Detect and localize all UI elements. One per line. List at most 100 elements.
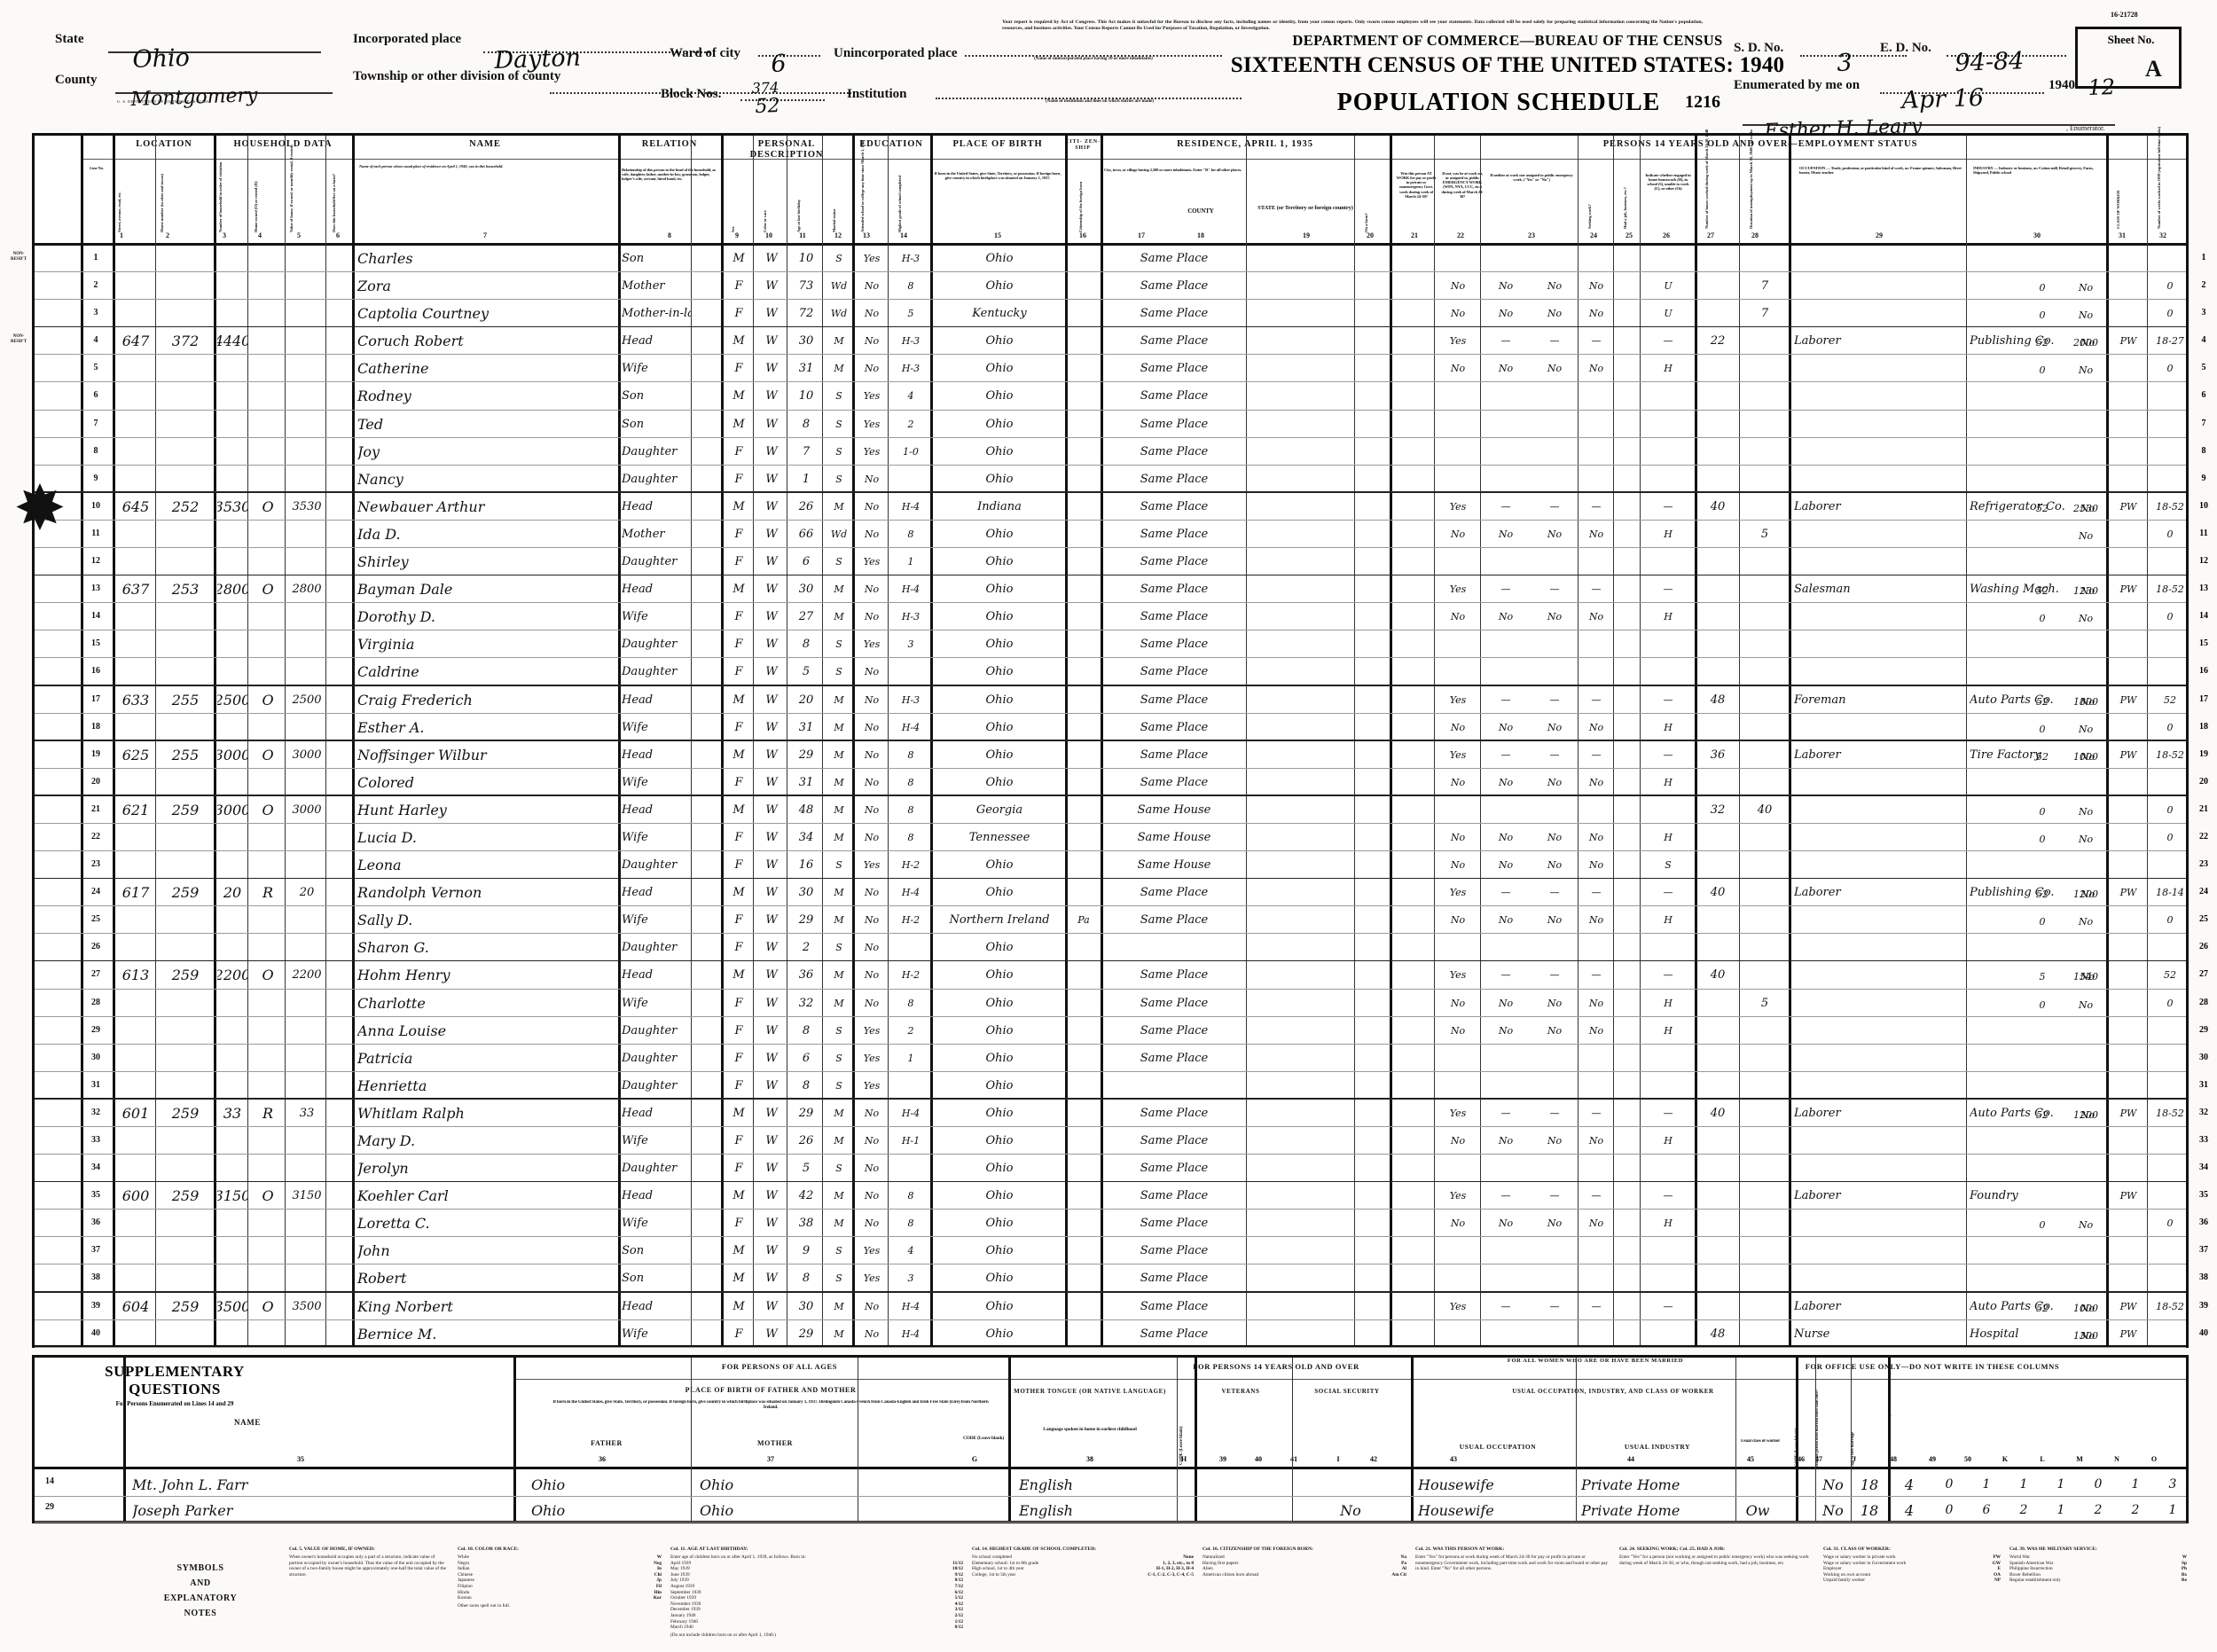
note-pair: Philippine Insurrection Ph [2009,1566,2187,1572]
cell-marital: S [835,1245,842,1257]
cell-birth: Northern Ireland [949,913,1050,928]
cell-hh: 3530 [217,497,247,515]
table-row[interactable]: 28 28 Charlotte Wife F W 32 M No 8 Ohio Same Place N… [35,990,2208,1017]
table-row[interactable]: 32 32 601 259 33 R 33 Whitlam Ralph Head M W 29 M No H… [35,1100,2208,1127]
cell-sch: Yes [863,253,881,264]
table-row[interactable]: 7 7 Ted Son M W 8 S Yes 2 Ohio Same Place [35,411,2206,438]
cell-birth: Ohio [985,748,1014,762]
township-label: Township or other division of county [353,69,561,83]
cell-age: 2 [802,941,811,955]
cell-street: 633 [121,691,150,709]
cell-seek: No [1547,1024,1563,1037]
supp-header-usual-group: USUAL OCCUPATION, INDUSTRY, AND CLASS OF… [1512,1388,1714,1395]
note-pair-label: November 1939 [670,1601,701,1607]
table-row[interactable]: 36 36 Loretta C. Wife F W 38 M No 8 Ohio Same Place… [35,1210,2208,1238]
table-row[interactable]: 6 6 Rodney Son M W 10 S Yes 4 Ohio Same Place [35,382,2206,411]
table-row[interactable]: 13 13 637 253 2800 O 2800 Bayman Dale Head M W 30 M N… [35,575,2208,604]
cell-sex: F [734,775,743,789]
supplementary-row[interactable]: 29 Joseph Parker Ohio Ohio English No Housewif… [35,1497,2186,1523]
table-row[interactable]: 10 10 645 252 3530 O 3530 Newbauer Arthur Head M W… [35,493,2208,521]
cell-name: John [357,1242,390,1260]
cell-street: 645 [121,497,150,515]
cell-atwork: Yes [1449,500,1467,513]
table-row[interactable]: 26 26 Sharon G. Daughter F W 2 S No Ohio [35,934,2208,962]
note-block: Col. 39. WAS HE MILITARY SERVICE: World W… [2009,1546,2187,1584]
table-row[interactable]: 40 40 Bernice M. Wife F W 29 M No H-4 Ohio Same Pla… [35,1320,2208,1348]
table-row[interactable]: 4 4 647 372 4440 Coruch Robert Head M W 30 M No H-3 O… [35,327,2206,356]
cell-wages: 0 [2039,282,2046,294]
table-row[interactable]: 19 19 625 255 3000 O 3000 Noffsinger Wilbur Head… [35,741,2208,769]
table-row[interactable]: 30 30 Patricia Daughter F W 6 S Yes 1 Ohio Same Pla… [35,1045,2208,1072]
row-divider [35,271,2186,273]
table-row[interactable]: 38 38 Robert Son M W 8 S Yes 3 Ohio Same Place [35,1264,2208,1293]
table-row[interactable]: 37 37 John Son M W 9 S Yes 4 Ohio Same Place [35,1237,2208,1265]
cell-sch: No [864,803,880,816]
supp-rule-marriage [1815,1358,1816,1521]
cell-wages: 52 [2036,337,2049,349]
table-row[interactable]: 35 35 600 259 3150 O 3150 Koehler Carl Head M W 42 M… [35,1182,2208,1210]
cell-seek: No [1547,528,1563,540]
cell-seek: — [1549,335,1560,348]
colnum-22: 22 [1457,231,1464,239]
table-row[interactable]: 31 31 Henrietta Daughter F W 8 S Yes Ohio [35,1072,2208,1100]
table-row[interactable]: 5 5 Catherine Wife F W 31 M No H-3 Ohio Same Place N… [35,355,2206,383]
cell-own: R [262,884,274,902]
table-row[interactable]: 22 22 Lucia D. Wife F W 34 M No 8 Tennessee Same Ho… [35,824,2208,852]
cell-name: Zora [357,278,391,295]
table-row[interactable]: 11 11 Ida D. Mother F W 66 Wd No 8 Ohio Same Place N… [35,521,2208,549]
row-divider [35,877,2186,880]
table-row[interactable]: 21 21 621 259 3000 O 3000 Hunt Harley Head M W 48 M N… [35,796,2208,824]
cell-sch: No [864,1327,880,1340]
cell-emerg: No [1498,611,1514,623]
table-row[interactable]: 18 18 Esther A. Wife F W 31 M No H-4 Ohio Same Plac… [35,714,2208,741]
cell-marital: S [835,638,842,651]
table-row[interactable]: 20 20 Colored Wife F W 31 M No 8 Ohio Same Place No N… [35,769,2208,796]
supplementary-row[interactable]: 14 Mt. John L. Farr Ohio Ohio English Housewi… [35,1471,2186,1497]
row-line-number-right: 23 [2199,859,2208,870]
table-row[interactable]: 27 27 613 259 2200 O 2200 Hohm Henry Head M W 36 M No… [35,961,2208,990]
table-row[interactable]: 3 3 Captolia Courtney Mother-in-law F W 72 Wd No… [35,300,2206,328]
supp-title-1: SUPPLEMENTARY [105,1363,245,1380]
col-blurb-32: Number of weeks worked in 1939 (equivale… [2157,127,2161,229]
cell-marital: S [835,666,842,678]
cell-sex: F [734,1162,743,1176]
colnum-27: 27 [1707,231,1714,239]
cell-res-city: Same Place [1140,1162,1209,1176]
row-line-number: 6 [93,390,98,401]
cell-weeks: 18-14 [2156,887,2184,899]
table-row[interactable]: 39 39 604 259 3500 O 3500 King Norbert Head M W 30 M… [35,1293,2208,1320]
table-row[interactable]: 1 1 Charles Son M W 10 S Yes H-3 Ohio Same Place [35,245,2206,273]
cell-sch: No [864,666,880,678]
table-row[interactable]: 17 17 633 255 2500 O 2500 Craig Frederich Head M W… [35,686,2208,714]
cell-hh: 2800 [217,581,247,599]
table-row[interactable]: 15 15 Virginia Daughter F W 8 S Yes 3 Ohio Same Pla… [35,630,2208,659]
row-divider [35,1098,2186,1100]
table-row[interactable]: 14 14 Dorothy D. Wife F W 27 M No H-3 Ohio Same Pla… [35,603,2208,631]
cell-birth: Ohio [985,610,1014,624]
table-row[interactable]: 12 12 Shirley Daughter F W 6 S Yes 1 Ohio Same Plac… [35,548,2208,576]
supp-cell-office: 1 [1982,1477,1991,1491]
table-row[interactable]: 34 34 Jerolyn Daughter F W 5 S No Ohio Same Place [35,1155,2208,1183]
table-row[interactable]: 8 8 Joy Daughter F W 7 S Yes 1-0 Ohio Same Place [35,438,2206,466]
ed-value: 94-84 [1954,47,2025,77]
row-divider [35,436,2186,438]
cell-emerg: No [1498,308,1514,320]
table-row[interactable]: 33 33 Mary D. Wife F W 26 M No H-1 Ohio Same Place N… [35,1127,2208,1155]
table-row[interactable]: 2 2 Zora Mother F W 73 Wd No 8 Ohio Same Place No No N… [35,272,2206,301]
enumerated-date: Apr 16 [1900,83,1985,114]
table-row[interactable]: 9 9 Nancy Daughter F W 1 S No Ohio Same Place [35,466,2206,493]
cell-hadjob: — [1591,1190,1602,1202]
colnum-11: 11 [799,231,806,239]
row-divider [35,1043,2186,1045]
table-row[interactable]: 16 16 Caldrine Daughter F W 5 S No Ohio Same Place [35,658,2208,686]
cell-wages: 0 [2039,916,2046,928]
table-row[interactable]: 29 29 Anna Louise Daughter F W 8 S Yes 2 Ohio Same … [35,1017,2208,1045]
table-row[interactable]: 24 24 617 259 20 R 20 Randolph Vernon Head M W 30 M N… [35,879,2208,907]
table-row[interactable]: 25 25 Sally D. Wife F W 29 M No H-2 Northern Irela… [35,906,2208,935]
supp-cell-tongue: English [1019,1476,1073,1493]
notes-heading-1: SYMBOLS [176,1563,224,1573]
note-pair-label: Wage or salary worker in Government work [1823,1560,1907,1566]
unincorporated-rule [965,55,1222,57]
table-row[interactable]: 23 23 Leona Daughter F W 16 S Yes H-2 Ohio Same Hou… [35,851,2208,880]
cell-other50: 1200 [2073,1108,2098,1121]
